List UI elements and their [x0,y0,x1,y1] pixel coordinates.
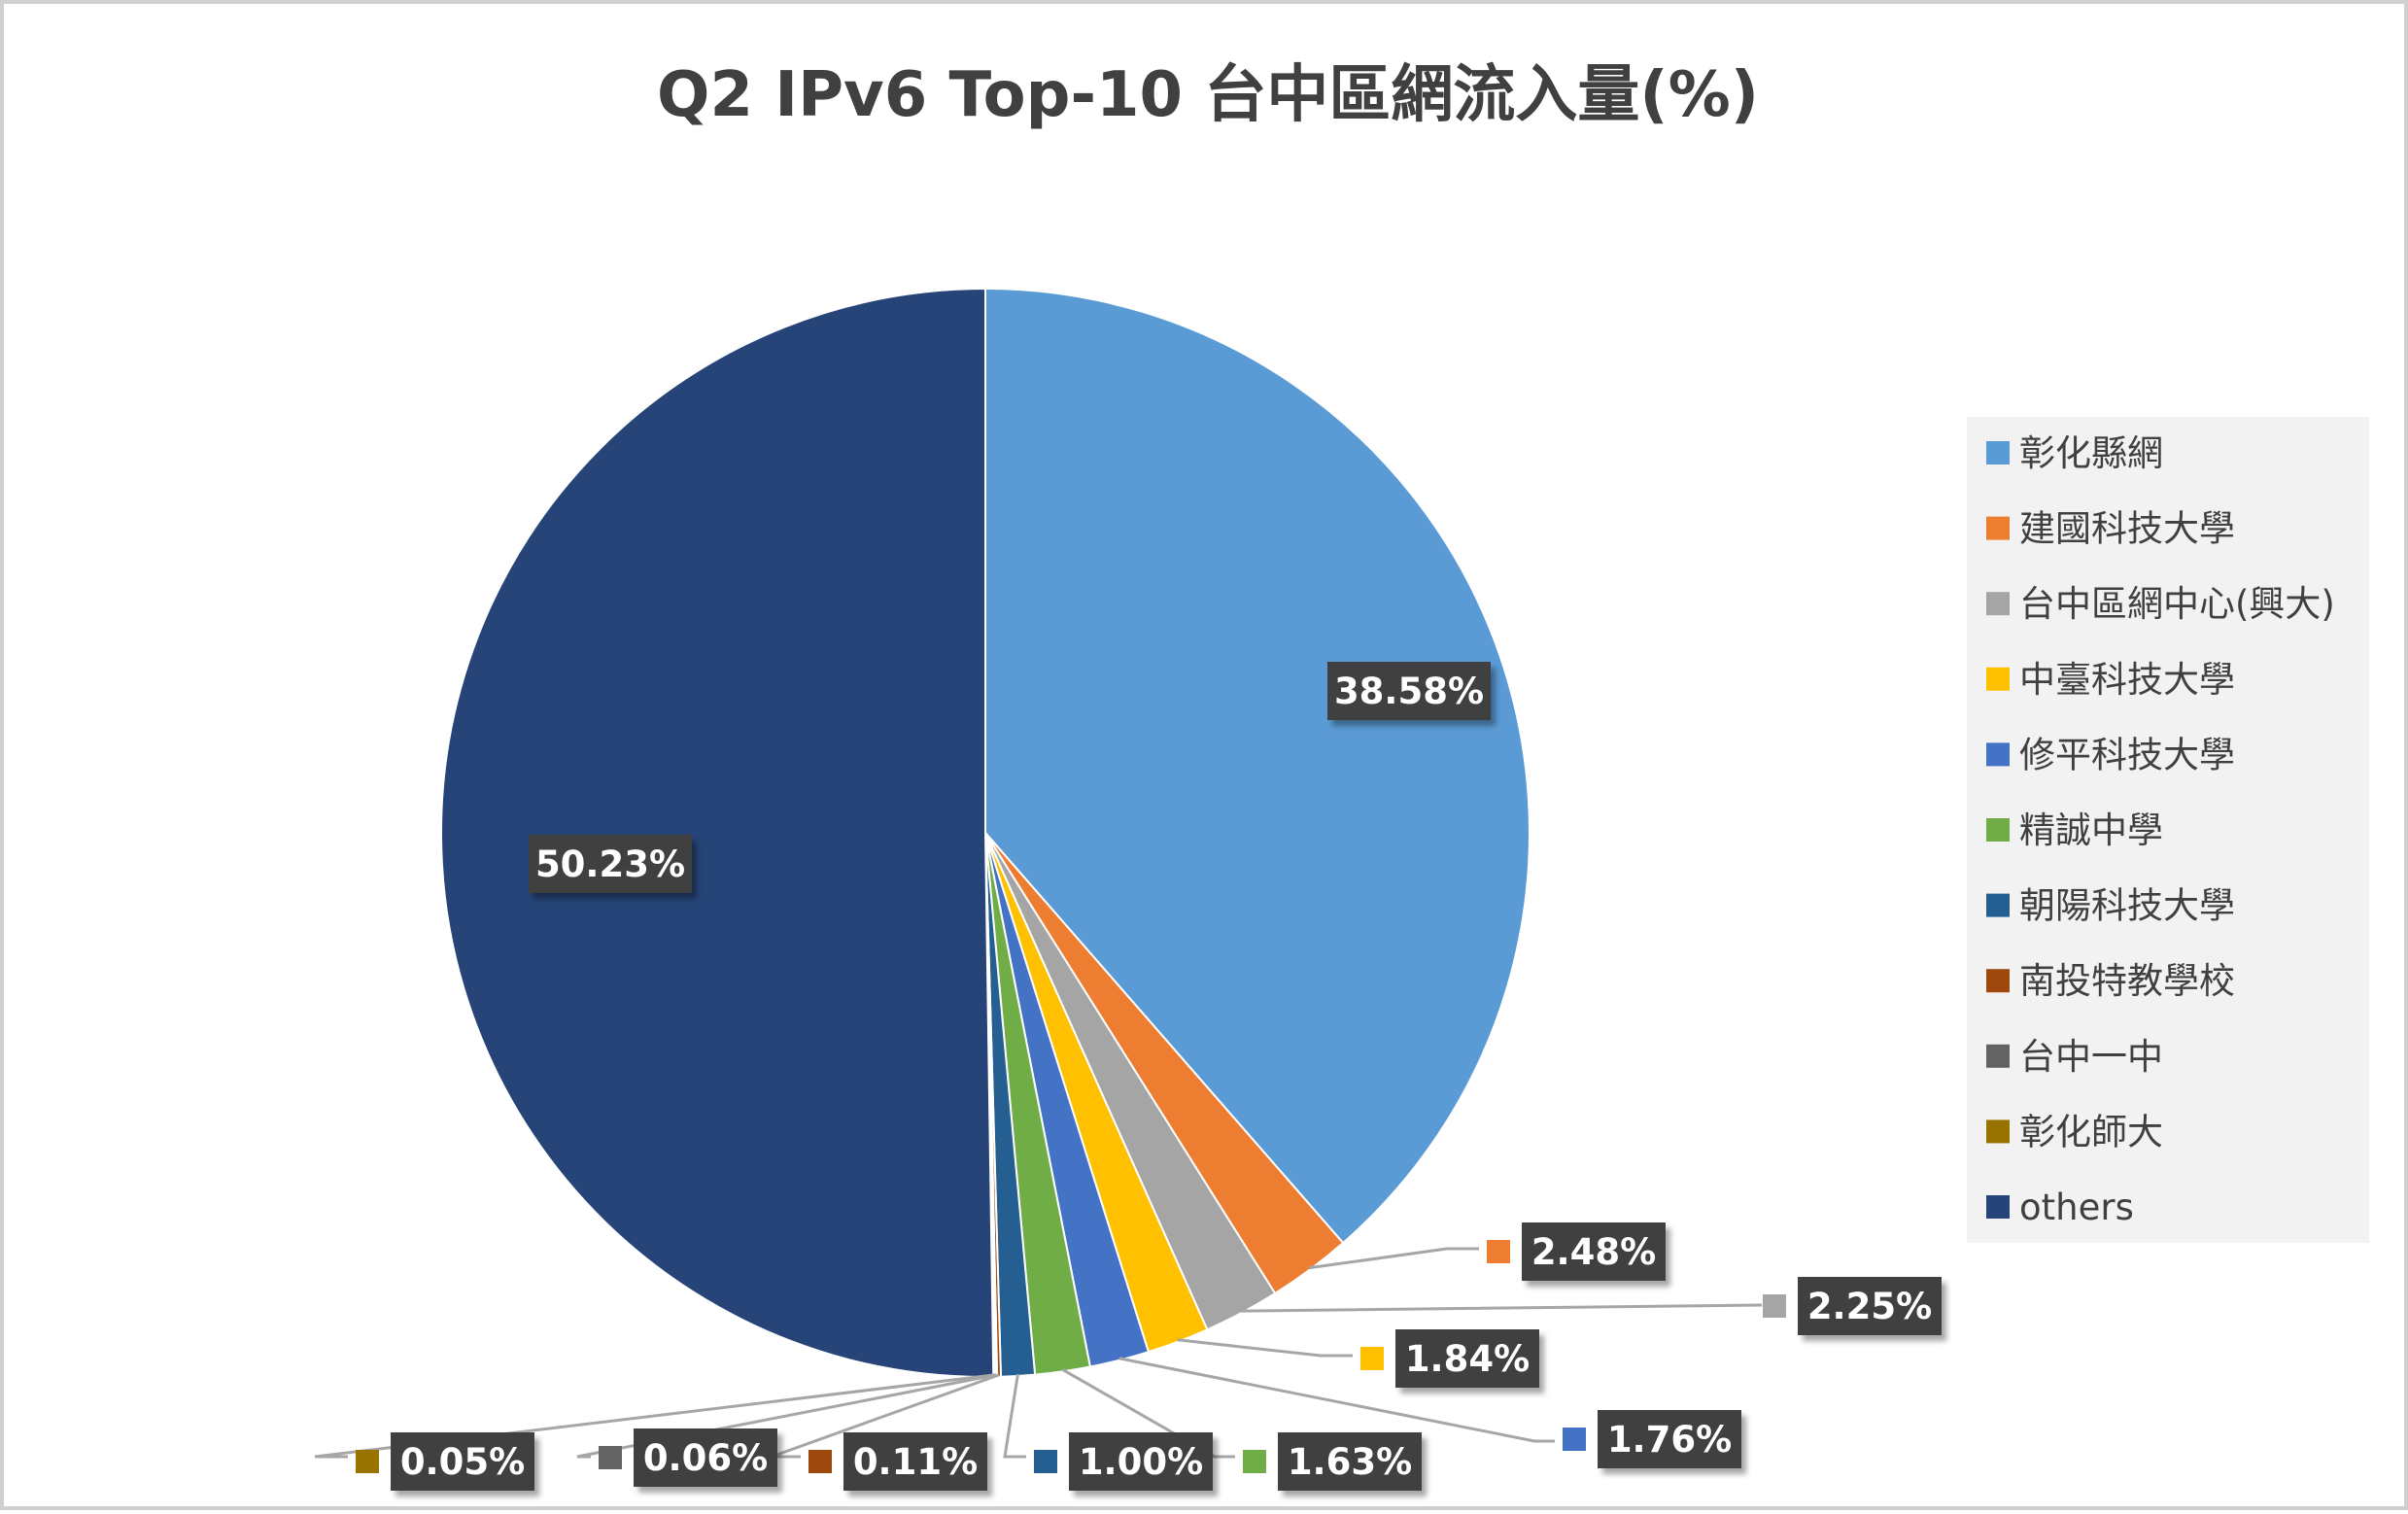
data-label-box [843,1432,987,1491]
slice-0 [984,287,1531,1245]
data-label-swatch [599,1446,622,1469]
legend-item: 中臺科技大學 [1986,659,2235,701]
data-label: 1.76% [1563,1410,1741,1468]
legend-item: 彰化縣網 [1986,432,2163,474]
legend-item: others [1986,1187,2134,1228]
data-label-box [1278,1432,1422,1491]
legend-swatch [1986,441,2010,465]
legend-swatch [1986,1044,2010,1068]
data-label-text: 0.05% [400,1441,525,1483]
legend-swatch [1986,893,2010,917]
legend-label: 台中一中 [2019,1036,2163,1078]
legend-swatch [1986,667,2010,691]
legend-swatch [1986,592,2010,616]
data-label-box [1798,1277,1942,1335]
data-label-box [529,835,692,893]
legend-swatch [1986,969,2010,993]
data-label-box [1327,662,1491,720]
legend-item: 精誠中學 [1986,809,2163,851]
leader-line [1240,1303,1763,1313]
data-label-text: 1.00% [1079,1441,1203,1483]
legend-item: 彰化師大 [1986,1111,2163,1153]
legend-swatch [1986,742,2010,767]
data-label-text: 2.48% [1531,1231,1656,1273]
leader-line [1061,1368,1235,1459]
data-label: 0.05% [356,1432,534,1491]
data-label-box [1395,1329,1539,1388]
data-label-text: 0.11% [853,1441,978,1483]
data-label: 1.84% [1360,1329,1539,1388]
legend-label: 台中區網中心(興大) [2019,583,2335,625]
legend-item: 台中區網中心(興大) [1986,583,2335,625]
legend-item: 建國科技大學 [1986,508,2235,550]
data-label: 1.63% [1243,1432,1422,1491]
legend-label: others [2019,1187,2134,1228]
legend-swatch [1986,1195,2010,1219]
legend-label: 南投特教學校 [2019,960,2235,1002]
legend-label: 建國科技大學 [2019,508,2235,550]
data-label-text: 0.06% [643,1437,768,1479]
data-labels: 38.58% 2.48% 2.25% 1.84% 1.76% 1.63% 1.00% 0.11… [356,662,1942,1491]
data-label-text: 1.76% [1607,1419,1732,1461]
data-label: 2.48% [1487,1222,1666,1281]
data-label: 0.06% [599,1428,777,1487]
data-label-swatch [808,1450,832,1473]
data-label-swatch [1243,1450,1266,1473]
legend-label: 朝陽科技大學 [2019,885,2235,927]
slice-10 [440,287,995,1378]
leader-line [1177,1338,1353,1358]
legend-label: 中臺科技大學 [2019,659,2235,701]
legend-label: 修平科技大學 [2019,734,2235,775]
legend-label: 精誠中學 [2019,809,2163,851]
data-label: 1.00% [1034,1432,1213,1491]
data-label-box [1522,1222,1666,1281]
data-label-text: 1.63% [1288,1441,1412,1483]
data-label: 38.58% [1327,662,1491,720]
pie-slices [440,287,1531,1378]
legend-label: 彰化縣網 [2019,432,2163,474]
leader-line [1118,1357,1555,1443]
legend-item: 修平科技大學 [1986,734,2235,775]
data-label-box [634,1428,777,1487]
legend-swatch [1986,1119,2010,1144]
legend-item: 台中一中 [1986,1036,2163,1078]
pie-chart: Q2 IPv6 Top-10 台中區網流入量(%) 38.58% 2.48% 2.2… [314,59,2369,1491]
data-label-text: 50.23% [535,843,685,885]
data-label-box [1069,1432,1213,1491]
chart-title: Q2 IPv6 Top-10 台中區網流入量(%) [657,59,1759,131]
leader-line [1308,1247,1479,1270]
data-label-swatch [1360,1347,1384,1370]
data-label-box [1598,1410,1741,1468]
data-label: 50.23% [529,835,692,893]
legend-label: 彰化師大 [2019,1111,2163,1153]
data-label-text: 1.84% [1405,1338,1530,1380]
leader-line [576,1373,997,1459]
legend-item: 朝陽科技大學 [1986,885,2235,927]
legend-swatch [1986,818,2010,842]
data-label-swatch [1487,1240,1510,1263]
data-label: 0.11% [808,1432,987,1491]
data-label-swatch [356,1450,379,1473]
data-label-text: 38.58% [1334,671,1484,712]
leader-line [314,1373,995,1459]
legend-item: 南投特教學校 [1986,960,2235,1002]
leader-line [1003,1373,1026,1459]
legend-background [1967,417,2369,1243]
data-label-swatch [1034,1450,1057,1473]
data-label-box [391,1432,534,1491]
data-label: 2.25% [1763,1277,1942,1335]
legend-swatch [1986,516,2010,540]
data-label-swatch [1763,1294,1786,1318]
data-label-text: 2.25% [1807,1286,1932,1327]
data-label-swatch [1563,1428,1586,1451]
